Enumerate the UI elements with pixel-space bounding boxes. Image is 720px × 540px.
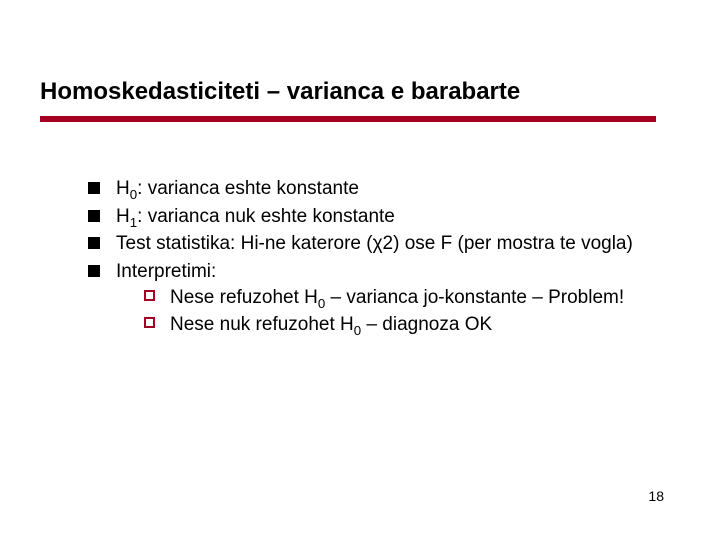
square-bullet-icon xyxy=(88,210,100,222)
title-underline xyxy=(40,116,656,122)
sub-bullet-not-reject-post: – diagnoza OK xyxy=(361,314,492,335)
bullet-h1-post: : varianca nuk eshte konstante xyxy=(137,206,395,227)
sub-bullet-reject: Nese refuzohet H0 – varianca jo-konstant… xyxy=(144,285,658,311)
square-bullet-icon xyxy=(88,265,100,277)
page-number: 18 xyxy=(648,488,664,504)
bullet-h0: H0: varianca eshte konstante xyxy=(88,176,658,202)
slide: Homoskedasticiteti – varianca e barabart… xyxy=(0,0,720,540)
bullet-h0-post: : varianca eshte konstante xyxy=(137,178,359,199)
bullet-test-stat-text: Test statistika: Hi-ne katerore (χ2) ose… xyxy=(116,233,633,254)
open-square-bullet-icon xyxy=(144,317,155,328)
square-bullet-icon xyxy=(88,237,100,249)
open-square-bullet-icon xyxy=(144,290,155,301)
bullet-interpretimi: Interpretimi: Nese refuzohet H0 – varian… xyxy=(88,259,658,338)
sub-bullet-reject-pre: Nese refuzohet H xyxy=(170,287,318,308)
sub-bullet-not-reject-pre: Nese nuk refuzohet H xyxy=(170,314,354,335)
bullet-h0-pre: H xyxy=(116,178,130,199)
square-bullet-icon xyxy=(88,182,100,194)
bullet-interpretimi-text: Interpretimi: xyxy=(116,261,216,282)
bullet-h1-pre: H xyxy=(116,206,130,227)
sub-bullets: Nese refuzohet H0 – varianca jo-konstant… xyxy=(116,285,658,338)
sub-bullet-not-reject: Nese nuk refuzohet H0 – diagnoza OK xyxy=(144,312,658,338)
sub-bullet-reject-post: – varianca jo-konstante – Problem! xyxy=(325,287,624,308)
content-area: H0: varianca eshte konstante H1: varianc… xyxy=(88,176,658,340)
bullet-test-stat: Test statistika: Hi-ne katerore (χ2) ose… xyxy=(88,231,658,257)
bullet-h1: H1: varianca nuk eshte konstante xyxy=(88,204,658,230)
slide-title: Homoskedasticiteti – varianca e barabart… xyxy=(40,78,520,106)
